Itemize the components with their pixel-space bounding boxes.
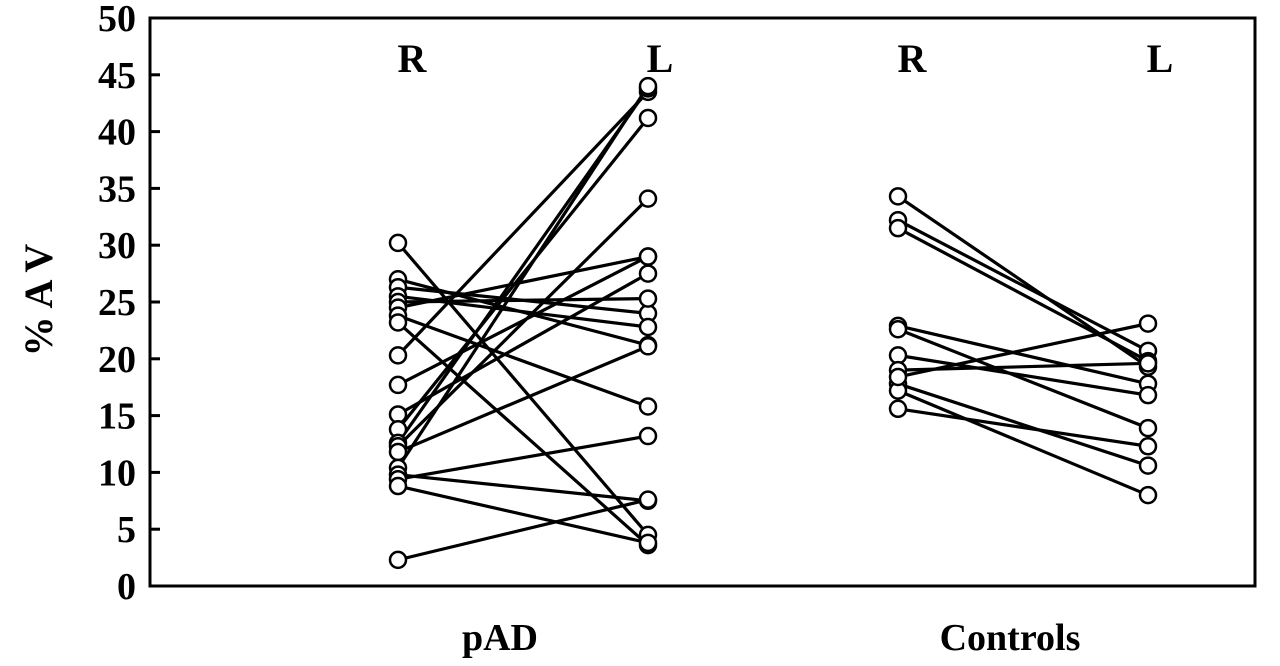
pair-line bbox=[897, 389, 1149, 497]
point-left bbox=[638, 317, 658, 337]
point-right bbox=[388, 313, 408, 332]
y-tick-label: 20 bbox=[98, 339, 136, 381]
point-right bbox=[388, 375, 408, 395]
pair-line bbox=[897, 322, 1149, 379]
y-tick-label: 15 bbox=[98, 396, 136, 438]
side-label-l: L bbox=[1147, 36, 1174, 81]
point-left bbox=[1138, 485, 1158, 505]
pair-line bbox=[397, 296, 649, 304]
pair-line bbox=[897, 353, 1149, 397]
pair-line bbox=[396, 85, 650, 469]
series-lines bbox=[396, 85, 1149, 562]
point-left bbox=[1138, 385, 1158, 405]
pair-line bbox=[397, 314, 649, 409]
pair-line bbox=[397, 344, 649, 454]
side-label-r: R bbox=[398, 36, 428, 81]
pair-line bbox=[396, 116, 650, 431]
point-right bbox=[888, 187, 908, 206]
point-left bbox=[638, 490, 658, 509]
y-tick-label: 35 bbox=[98, 168, 136, 210]
point-left bbox=[638, 108, 658, 128]
point-left bbox=[638, 264, 658, 283]
pair-line bbox=[897, 226, 1149, 363]
pair-line bbox=[397, 434, 649, 481]
plot-frame bbox=[148, 16, 1257, 588]
y-tick-label: 45 bbox=[98, 55, 136, 97]
pair-line bbox=[397, 498, 649, 562]
group-label: Controls bbox=[940, 617, 1081, 659]
y-axis-label: % A V bbox=[16, 244, 61, 357]
pair-line bbox=[897, 382, 1149, 468]
pair-line bbox=[397, 272, 649, 416]
pair-line bbox=[396, 321, 650, 547]
point-left bbox=[638, 397, 658, 416]
side-label-l: L bbox=[647, 36, 674, 81]
y-tick-label: 5 bbox=[117, 509, 136, 551]
point-right bbox=[388, 476, 408, 496]
point-right bbox=[388, 346, 408, 365]
pair-line bbox=[397, 254, 649, 310]
group-label: pAD bbox=[462, 617, 538, 659]
y-tick-label: 10 bbox=[98, 452, 136, 494]
y-tick-label: 0 bbox=[117, 566, 136, 608]
point-right bbox=[888, 218, 908, 238]
point-right bbox=[888, 367, 908, 387]
point-right bbox=[388, 442, 408, 462]
axes: 0 5 10 15 20 25 30 35 40 45 50 bbox=[98, 0, 1257, 608]
point-left bbox=[638, 189, 658, 208]
pair-line bbox=[897, 218, 1149, 353]
data-points bbox=[388, 76, 1158, 570]
point-left bbox=[638, 76, 658, 96]
pair-line bbox=[397, 484, 649, 545]
point-left bbox=[638, 289, 658, 308]
point-right bbox=[888, 399, 908, 419]
point-left bbox=[1138, 314, 1158, 333]
y-tick-label: 30 bbox=[98, 225, 136, 267]
point-left bbox=[638, 247, 658, 266]
pair-line bbox=[397, 473, 649, 503]
point-right bbox=[388, 233, 408, 253]
y-tick-label: 40 bbox=[98, 112, 136, 154]
side-label-r: R bbox=[898, 36, 928, 81]
pair-line bbox=[897, 324, 1149, 386]
pair-line bbox=[897, 327, 1149, 430]
point-left bbox=[638, 426, 658, 446]
point-left bbox=[638, 337, 658, 356]
y-tick-label: 25 bbox=[98, 282, 136, 324]
point-right bbox=[888, 320, 908, 339]
pair-line bbox=[897, 407, 1149, 448]
point-right bbox=[388, 550, 408, 570]
point-left bbox=[1138, 354, 1158, 373]
point-left bbox=[638, 533, 658, 553]
point-left bbox=[1138, 456, 1158, 475]
y-tick-label: 50 bbox=[98, 0, 136, 40]
point-left bbox=[1138, 418, 1158, 438]
point-left bbox=[1138, 437, 1158, 456]
pair-line bbox=[396, 90, 650, 357]
